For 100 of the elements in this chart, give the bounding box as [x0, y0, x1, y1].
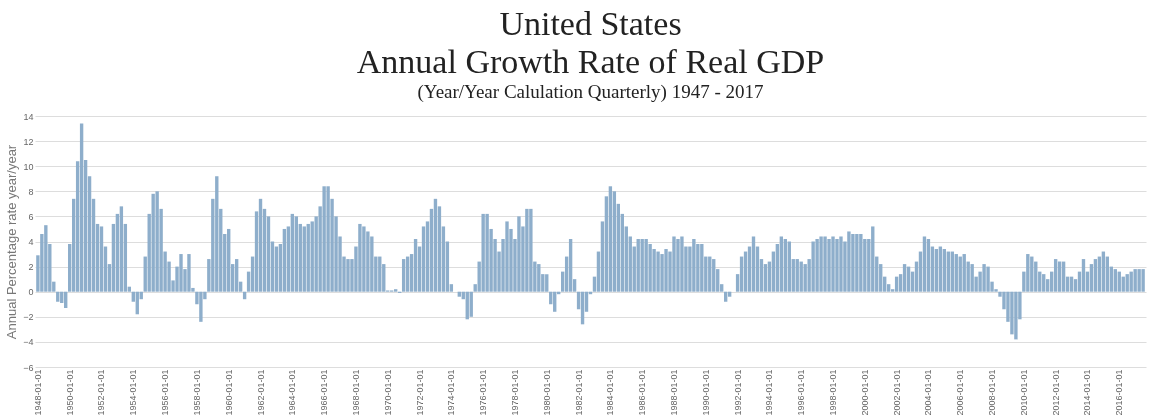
x-tick-label: 1962-01-01	[255, 369, 266, 416]
bar	[1042, 274, 1046, 292]
bar	[751, 236, 756, 292]
bar	[922, 236, 927, 292]
bar	[712, 259, 716, 292]
bar	[151, 193, 155, 292]
bar	[199, 291, 203, 322]
bar	[302, 226, 306, 292]
x-tick-label: 1948-01-01	[32, 369, 43, 416]
x-tick-label: 2010-01-01	[1018, 369, 1029, 416]
y-tick-label: 12	[23, 136, 34, 147]
bar	[1133, 269, 1137, 292]
bar	[187, 254, 191, 292]
bar	[1125, 274, 1129, 292]
x-tick-label: 2002-01-01	[891, 369, 902, 416]
x-tick-label: 1992-01-01	[732, 369, 743, 416]
bar	[481, 213, 485, 292]
bar	[855, 233, 859, 292]
bar	[358, 223, 362, 292]
bar	[819, 236, 823, 292]
bar	[1026, 254, 1030, 292]
bar	[401, 259, 406, 292]
bar	[942, 249, 947, 292]
x-tick-label: 1954-01-01	[128, 369, 139, 416]
y-tick-label: 0	[28, 287, 34, 298]
bar	[179, 254, 183, 292]
bar	[644, 238, 648, 292]
y-tick-label: 8	[28, 186, 34, 197]
x-tick-label: 1982-01-01	[573, 369, 584, 416]
x-tick-label: 2006-01-01	[955, 369, 966, 416]
bar	[700, 244, 704, 292]
x-tick-label: 1958-01-01	[191, 369, 202, 416]
x-tick-label: 1950-01-01	[64, 369, 75, 416]
x-tick-label: 1968-01-01	[350, 369, 361, 416]
x-tick-label: 1990-01-01	[700, 369, 711, 416]
y-axis-title: Annual Percentage rate year/year	[4, 144, 20, 340]
bar	[322, 186, 326, 292]
x-tick-label: 1980-01-01	[541, 369, 552, 416]
y-tick-label: −2	[23, 312, 34, 323]
bar	[294, 216, 298, 292]
x-tick-label: 1972-01-01	[414, 369, 425, 416]
bar	[155, 191, 159, 292]
bar	[44, 225, 48, 292]
bar	[537, 264, 541, 292]
bar	[1141, 269, 1145, 292]
bar	[517, 216, 521, 292]
bar	[839, 236, 843, 292]
bar	[545, 274, 549, 292]
y-tick-label: 14	[23, 111, 34, 122]
bar	[831, 236, 835, 292]
bar	[986, 266, 990, 292]
x-tick-label: 1978-01-01	[509, 369, 520, 416]
x-tick-label: 2014-01-01	[1082, 369, 1093, 416]
bar	[970, 264, 974, 292]
bar	[902, 264, 907, 292]
x-tick-label: 1952-01-01	[96, 369, 107, 416]
bar	[676, 238, 680, 292]
bar	[362, 226, 366, 292]
bar	[1014, 291, 1018, 340]
x-tick-label: 2008-01-01	[987, 369, 998, 416]
bar	[505, 221, 509, 292]
bar	[847, 231, 851, 292]
bar	[680, 236, 684, 292]
bar	[815, 238, 819, 292]
bar	[1137, 269, 1141, 292]
bar	[1010, 291, 1014, 335]
bar	[1113, 269, 1117, 292]
bar	[1081, 259, 1086, 292]
bar	[827, 238, 831, 292]
x-tick-label: 1998-01-01	[828, 369, 839, 416]
bar	[795, 259, 799, 292]
bar	[346, 259, 350, 292]
bar	[394, 289, 398, 292]
x-tick-label: 1966-01-01	[319, 369, 330, 416]
bar	[326, 186, 330, 292]
chart-title: United States Annual Growth Rate of Real GDP	[356, 5, 825, 80]
bar	[962, 254, 966, 292]
bar	[779, 236, 784, 292]
x-tick-label: 1996-01-01	[796, 369, 807, 416]
bar	[525, 208, 529, 292]
bar	[954, 254, 958, 292]
bar	[823, 236, 827, 292]
bar	[859, 233, 863, 292]
x-tick-label: 2012-01-01	[1050, 369, 1061, 416]
x-tick-label: 1956-01-01	[160, 369, 171, 416]
x-tick-label: 1974-01-01	[446, 369, 457, 416]
x-tick-label: 1988-01-01	[668, 369, 679, 416]
bar	[835, 238, 839, 292]
bar	[692, 238, 696, 292]
bar	[982, 264, 986, 292]
chart-subtitle: (Year/Year Calulation Quarterly) 1947 - 2017	[417, 81, 764, 103]
bar	[99, 226, 104, 292]
x-tick-label: 1986-01-01	[637, 369, 648, 416]
bar	[871, 226, 875, 292]
x-tick-label: 1984-01-01	[605, 369, 616, 416]
x-tick-label: 1976-01-01	[478, 369, 489, 416]
x-tick-label: 2016-01-01	[1114, 369, 1125, 416]
x-tick-label: 2004-01-01	[923, 369, 934, 416]
bar	[863, 238, 867, 292]
y-tick-label: −4	[23, 337, 34, 348]
